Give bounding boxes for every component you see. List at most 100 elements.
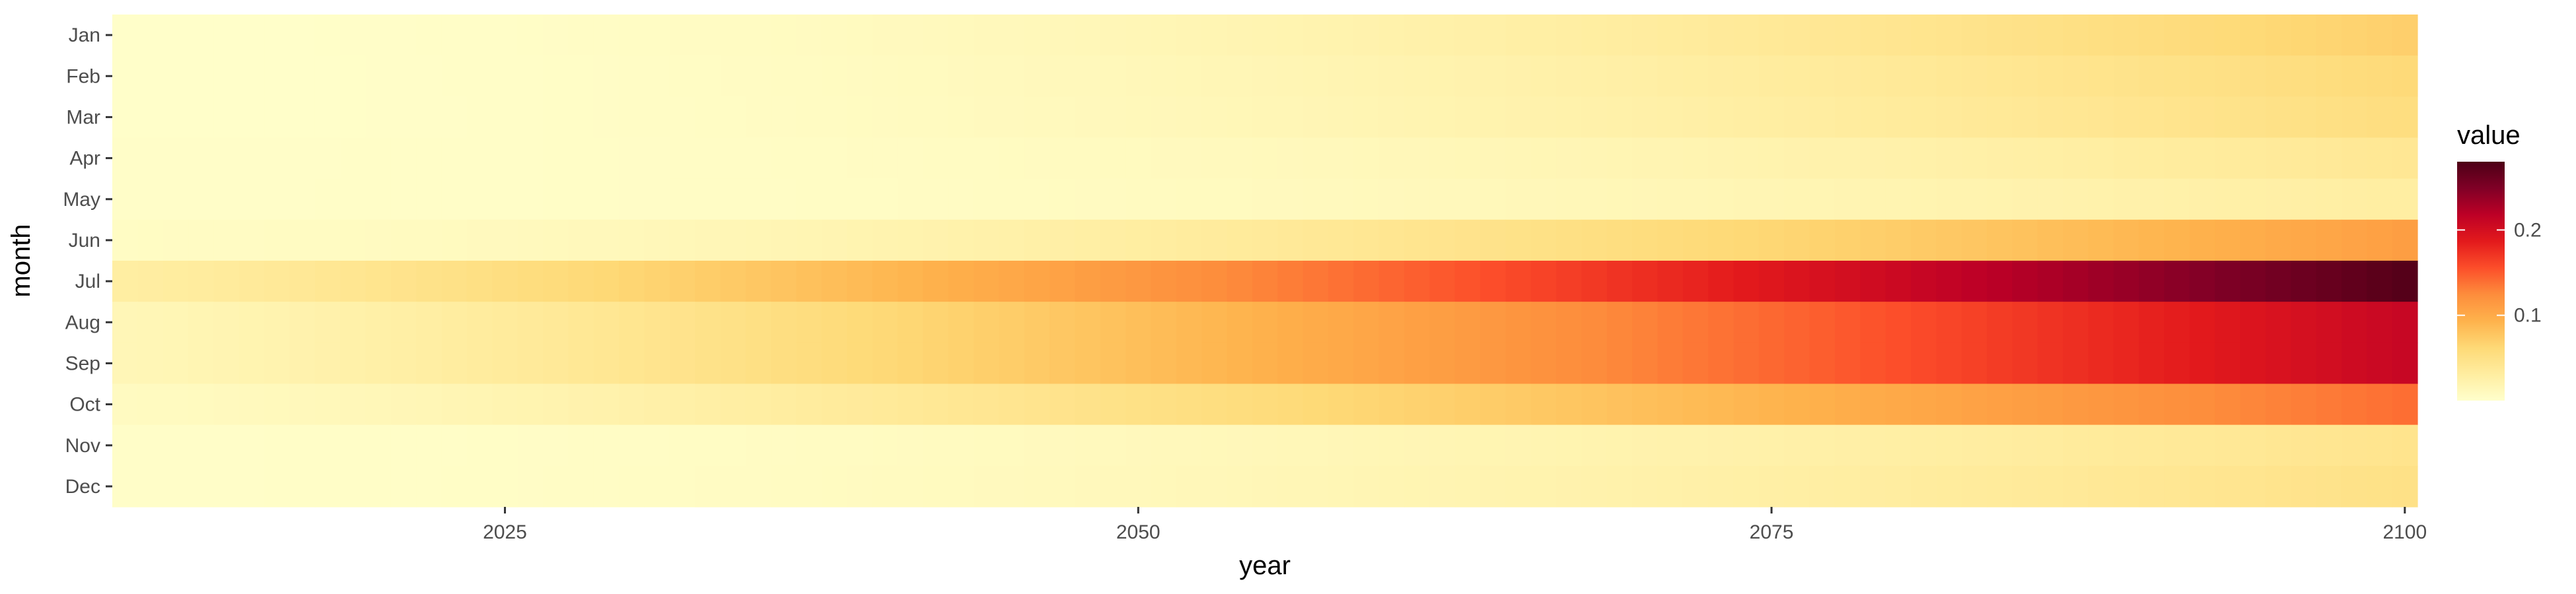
heatmap-cell: [1328, 15, 1354, 56]
heatmap-cell: [340, 343, 367, 385]
heatmap-cell: [644, 302, 670, 343]
heatmap-cell: [1910, 96, 1937, 139]
heatmap-cell: [1227, 302, 1253, 343]
heatmap-cell: [1860, 55, 1886, 97]
heatmap-cell: [1378, 96, 1405, 139]
legend-ticks: 0.1 0.2: [2457, 219, 2542, 327]
heatmap-cell: [1809, 219, 1836, 261]
legend-tick-label: 0.2: [2514, 219, 2542, 241]
heatmap-cell: [1809, 15, 1836, 56]
heatmap-cell: [1581, 178, 1608, 220]
heatmap-cell: [2240, 424, 2266, 467]
heatmap-cell: [1378, 424, 1405, 467]
heatmap-cell: [948, 15, 974, 56]
heatmap-cell: [2164, 96, 2190, 139]
heatmap-cell: [1936, 465, 1962, 508]
heatmap-cell: [517, 424, 544, 467]
heatmap-cell: [112, 343, 138, 385]
heatmap-cell: [2341, 261, 2367, 302]
x-tick-label: 2025: [483, 521, 527, 543]
heatmap-cell: [2240, 465, 2266, 508]
heatmap-cell: [720, 465, 746, 508]
heatmap-cell: [112, 302, 138, 343]
heatmap-cell: [695, 137, 721, 180]
heatmap-cell: [872, 465, 898, 508]
heatmap-cell: [2215, 302, 2241, 343]
heatmap-cell: [2063, 15, 2089, 56]
heatmap-cell: [1936, 55, 1962, 97]
heatmap-cell: [2367, 137, 2393, 180]
heatmap-cell: [1252, 219, 1278, 261]
heatmap-cell: [2392, 178, 2418, 220]
heatmap-cell: [2392, 15, 2418, 56]
heatmap-cell: [2392, 261, 2418, 302]
heatmap-cell: [1632, 343, 1659, 385]
heatmap-cell: [1860, 302, 1886, 343]
heatmap-cell: [1708, 465, 1735, 508]
heatmap-cell: [847, 137, 873, 180]
heatmap-cell: [821, 15, 847, 56]
heatmap-cell: [872, 261, 898, 302]
heatmap-cell: [238, 302, 265, 343]
heatmap-cell: [2164, 343, 2190, 385]
heatmap-cell: [2240, 178, 2266, 220]
heatmap-cell: [2215, 55, 2241, 97]
heatmap-cell: [365, 261, 392, 302]
heatmap-cell: [720, 302, 746, 343]
heatmap-cell: [1328, 383, 1354, 426]
heatmap-cell: [1556, 55, 1582, 97]
heatmap-cell: [2139, 219, 2165, 261]
heatmap-cell: [2037, 343, 2063, 385]
heatmap-cell: [1834, 55, 1861, 97]
heatmap-cell: [1556, 343, 1582, 385]
heatmap-cell: [1227, 137, 1253, 180]
heatmap-cell: [162, 383, 189, 426]
heatmap-cell: [416, 465, 443, 508]
heatmap-cell: [872, 96, 898, 139]
heatmap-cell: [542, 424, 569, 467]
heatmap-cell: [390, 383, 417, 426]
heatmap-cell: [1758, 465, 1785, 508]
heatmap-cell: [188, 424, 214, 467]
heatmap-cell: [1657, 424, 1684, 467]
heatmap-cell: [1885, 465, 1912, 508]
heatmap-cell: [2341, 96, 2367, 139]
heatmap-cell: [1606, 424, 1633, 467]
heatmap-cell: [1758, 96, 1785, 139]
heatmap-cell: [137, 465, 164, 508]
x-tick-label: 2050: [1116, 521, 1161, 543]
heatmap-cell: [2291, 343, 2317, 385]
heatmap-cell: [1252, 178, 1278, 220]
heatmap-cell: [619, 343, 645, 385]
heatmap-cell: [466, 465, 493, 508]
heatmap-cell: [669, 261, 696, 302]
heatmap-cell: [999, 343, 1025, 385]
heatmap-cell: [1910, 261, 1937, 302]
heatmap-cell: [2392, 219, 2418, 261]
heatmap-cell: [1530, 55, 1557, 97]
heatmap-cell: [1024, 15, 1050, 56]
heatmap-cell: [2291, 15, 2317, 56]
heatmap-cell: [112, 219, 138, 261]
heatmap-cell: [2189, 424, 2215, 467]
heatmap-cell: [593, 302, 620, 343]
heatmap-cell: [390, 178, 417, 220]
heatmap-cell: [923, 178, 949, 220]
heatmap-cell: [1227, 465, 1253, 508]
heatmap-cell: [1353, 219, 1380, 261]
heatmap-cell: [2367, 55, 2393, 97]
heatmap-cell: [1606, 15, 1633, 56]
heatmap-cell: [1404, 178, 1430, 220]
heatmap-cell: [213, 55, 240, 97]
heatmap-cell: [390, 343, 417, 385]
heatmap-cell: [1581, 424, 1608, 467]
heatmap-cell: [1885, 96, 1912, 139]
heatmap-cell: [720, 424, 746, 467]
heatmap-cell: [542, 96, 569, 139]
heatmap-cell: [2265, 219, 2291, 261]
heatmap-cell: [1885, 178, 1912, 220]
heatmap-cell: [1784, 465, 1810, 508]
heatmap-cell: [390, 55, 417, 97]
heatmap-cell: [2240, 219, 2266, 261]
heatmap-cell: [1100, 261, 1126, 302]
